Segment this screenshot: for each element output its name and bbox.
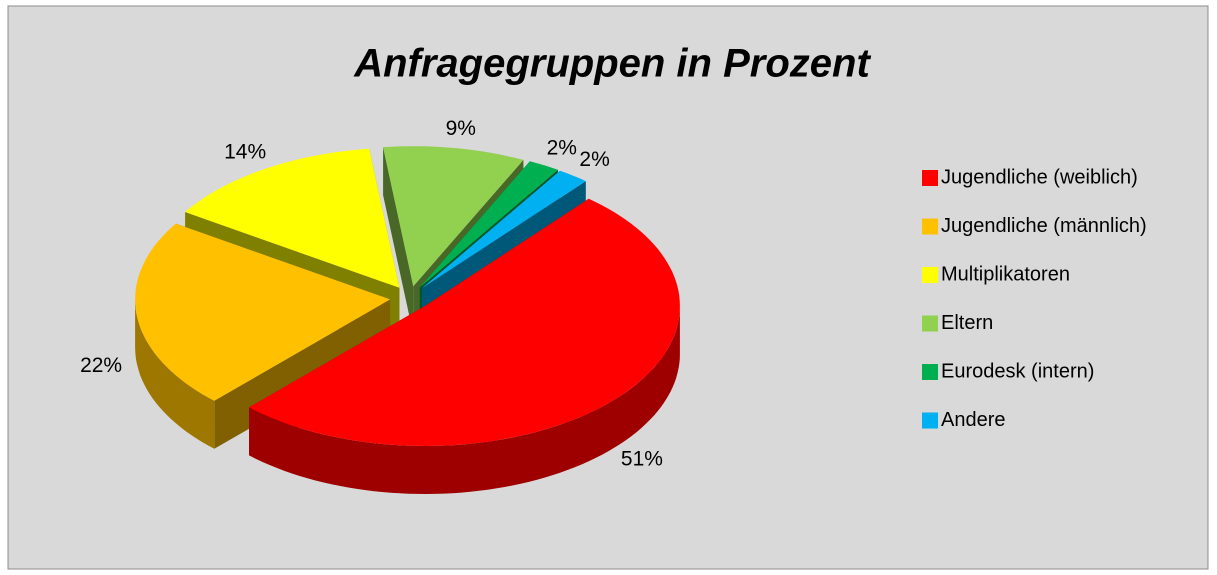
data-label: 14%	[224, 141, 266, 164]
legend-swatch	[922, 170, 938, 186]
data-label: 2%	[579, 148, 609, 171]
slice-side	[383, 147, 414, 335]
slice	[419, 161, 558, 288]
data-label: 51%	[621, 447, 663, 470]
data-label: 22%	[80, 354, 122, 377]
slice-side	[249, 306, 680, 494]
legend-swatch	[922, 218, 938, 235]
legend-label: Jugendliche (weiblich)	[941, 166, 1138, 188]
data-label: 2%	[547, 136, 577, 159]
data-label: 9%	[446, 117, 476, 140]
legend-swatch	[922, 315, 938, 332]
legend-swatch	[922, 412, 938, 429]
legend-label: Eurodesk (intern)	[941, 360, 1094, 382]
legend-label: Andere	[941, 409, 1006, 431]
legend-swatch	[922, 364, 938, 380]
slice	[421, 170, 586, 289]
slice-side	[135, 299, 215, 449]
legend-label: Multiplikatoren	[941, 263, 1070, 285]
chart-title: Anfragegruppen in Prozent	[353, 42, 871, 86]
legend-label: Eltern	[941, 312, 993, 334]
slice	[383, 146, 524, 287]
slice	[135, 223, 391, 401]
legend-swatch	[922, 267, 938, 283]
slice	[249, 198, 680, 446]
legend-label: Jugendliche (männlich)	[941, 215, 1147, 237]
slice	[185, 148, 400, 288]
